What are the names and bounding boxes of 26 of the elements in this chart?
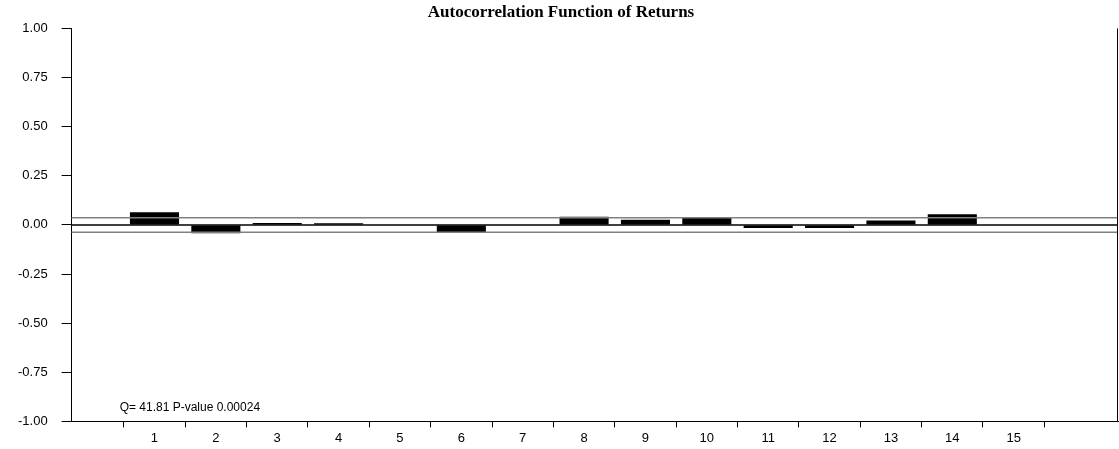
x-tick-label: 11 <box>761 429 775 445</box>
x-tick-label: 7 <box>519 429 527 445</box>
x-tick-label: 1 <box>150 429 159 445</box>
x-tick-label: 8 <box>580 429 588 445</box>
chart-title: Autocorrelation Function of Returns <box>427 1 695 21</box>
x-tick-label: 15 <box>1006 429 1021 445</box>
x-tick-label: 4 <box>334 429 343 445</box>
y-tick-label: -0.75 <box>17 363 48 379</box>
x-tick-label: 6 <box>457 429 465 445</box>
y-tick-label: -0.25 <box>17 265 48 281</box>
x-tick-label: 12 <box>822 429 837 445</box>
x-tick-label: 10 <box>699 429 715 445</box>
y-tick-label: 1.00 <box>22 19 48 35</box>
x-tick-label: 13 <box>883 429 899 445</box>
y-tick-label: 0.50 <box>22 118 48 134</box>
x-tick-label: 2 <box>212 429 220 445</box>
y-tick-label: 0.25 <box>22 167 48 183</box>
x-tick-label: 14 <box>945 429 960 445</box>
x-tick-label: 9 <box>641 429 650 445</box>
y-tick-label: 0.00 <box>22 216 48 232</box>
y-tick-label: 0.75 <box>22 69 48 85</box>
x-tick-label: 5 <box>396 429 404 445</box>
y-tick-label: -1.00 <box>17 412 48 428</box>
x-tick-label: 3 <box>273 429 281 445</box>
annotation: Q= 41.81 P-value 0.00024 <box>119 399 261 414</box>
y-tick-label: -0.50 <box>17 314 48 330</box>
